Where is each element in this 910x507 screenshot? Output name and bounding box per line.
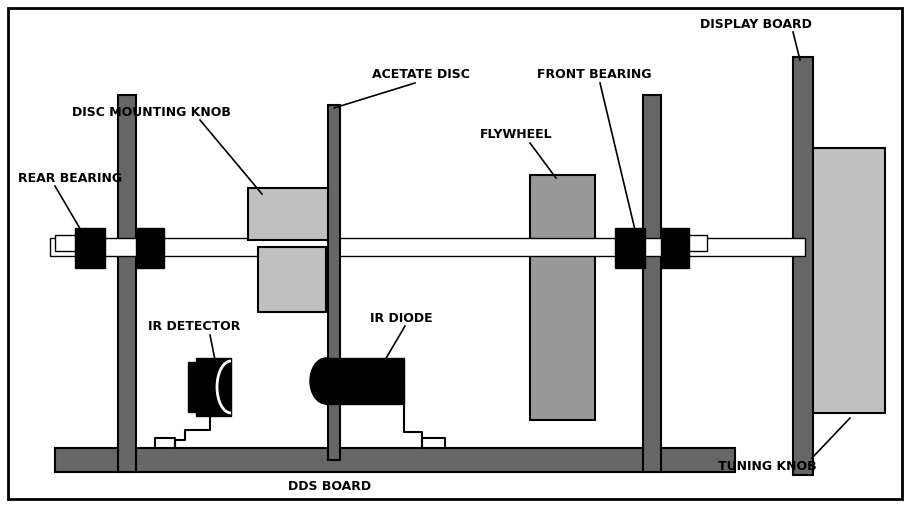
Text: IR DETECTOR: IR DETECTOR bbox=[148, 320, 240, 334]
Bar bbox=[258, 247, 326, 312]
Bar bbox=[530, 175, 595, 420]
Bar bbox=[55, 448, 735, 472]
Text: FRONT BEARING: FRONT BEARING bbox=[537, 68, 652, 82]
Bar bbox=[615, 228, 645, 268]
Bar bbox=[196, 358, 231, 416]
Text: TUNING KNOB: TUNING KNOB bbox=[718, 459, 816, 473]
Bar bbox=[55, 235, 75, 251]
Bar bbox=[813, 148, 885, 413]
Bar bbox=[118, 95, 136, 472]
Text: FLYWHEEL: FLYWHEEL bbox=[480, 128, 552, 141]
Text: DDS BOARD: DDS BOARD bbox=[288, 481, 371, 493]
Text: IR DIODE: IR DIODE bbox=[370, 311, 432, 324]
Bar bbox=[689, 235, 707, 251]
Ellipse shape bbox=[310, 358, 342, 404]
Bar bbox=[326, 358, 404, 404]
Bar bbox=[188, 362, 202, 412]
Text: REAR BEARING: REAR BEARING bbox=[18, 171, 122, 185]
Bar bbox=[661, 228, 689, 268]
Bar bbox=[136, 228, 164, 268]
Text: ACETATE DISC: ACETATE DISC bbox=[372, 68, 470, 82]
Text: DISPLAY BOARD: DISPLAY BOARD bbox=[700, 18, 812, 31]
Bar bbox=[793, 57, 813, 475]
Bar bbox=[328, 105, 340, 460]
Bar bbox=[75, 228, 105, 268]
Bar bbox=[50, 238, 805, 256]
Bar bbox=[643, 95, 661, 472]
Text: DISC MOUNTING KNOB: DISC MOUNTING KNOB bbox=[72, 105, 231, 119]
Bar bbox=[248, 188, 328, 240]
